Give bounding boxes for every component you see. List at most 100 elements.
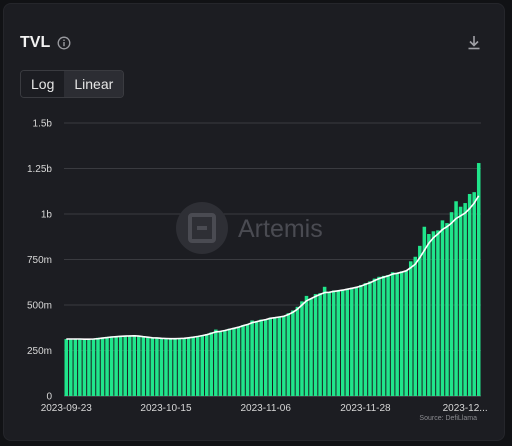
tvl-bar xyxy=(413,256,418,396)
tvl-bar xyxy=(363,283,368,396)
tvl-bar xyxy=(436,230,440,396)
tvl-bar xyxy=(345,288,350,396)
tvl-bar xyxy=(250,320,254,396)
tvl-bar xyxy=(377,276,381,396)
page-title: TVL xyxy=(20,34,51,51)
tvl-bar xyxy=(368,281,372,396)
tvl-bar xyxy=(268,317,273,396)
y-tick-label: 250m xyxy=(27,346,52,357)
tvl-bar xyxy=(381,275,386,396)
tvl-bar xyxy=(146,337,150,396)
x-tick-label: 2023-09-23 xyxy=(41,403,93,414)
tvl-bar xyxy=(105,336,109,396)
tvl-bar xyxy=(87,339,91,396)
download-icon[interactable] xyxy=(466,34,482,57)
tvl-bar xyxy=(336,290,340,396)
tvl-bar xyxy=(223,330,227,396)
tvl-bar xyxy=(109,336,114,396)
tvl-bar xyxy=(159,338,164,396)
tvl-bar xyxy=(404,270,408,396)
tvl-bar xyxy=(427,234,431,396)
tvl-bar xyxy=(118,335,123,396)
tvl-bar xyxy=(277,316,282,396)
tvl-bar xyxy=(78,339,82,396)
y-tick-label: 500m xyxy=(27,301,52,312)
tvl-bar xyxy=(91,338,96,396)
x-tick-label: 2023-10-15 xyxy=(140,403,192,414)
tvl-bar xyxy=(82,339,87,396)
tvl-bar xyxy=(127,335,132,396)
tvl-bar xyxy=(399,271,404,396)
tvl-bar xyxy=(422,226,427,396)
tvl-bar xyxy=(168,338,173,396)
y-tick-label: 750m xyxy=(27,255,52,266)
y-tick-label: 1.25b xyxy=(27,164,52,175)
toggle-log-button[interactable]: Log xyxy=(21,71,65,97)
tvl-bar xyxy=(114,336,118,396)
tvl-bar xyxy=(64,339,69,396)
tvl-bar xyxy=(73,339,78,396)
tvl-bar xyxy=(431,231,436,396)
tvl-bar xyxy=(327,292,331,396)
chart-header: TVL xyxy=(20,34,71,52)
tvl-bar xyxy=(69,339,73,396)
tvl-bar xyxy=(463,203,467,396)
tvl-bar xyxy=(100,337,105,396)
info-icon[interactable] xyxy=(57,36,71,50)
tvl-bar xyxy=(395,273,399,396)
tvl-bar xyxy=(236,326,241,396)
x-tick-label: 2023-11-28 xyxy=(340,403,391,414)
tvl-bar xyxy=(241,325,245,396)
tvl-bar xyxy=(191,336,195,396)
tvl-bar xyxy=(313,294,318,396)
tvl-bar xyxy=(390,272,395,396)
tvl-bar xyxy=(300,301,304,396)
scale-toggle: Log Linear xyxy=(20,70,125,98)
tvl-bar xyxy=(218,331,223,396)
tvl-bar xyxy=(96,337,100,396)
tvl-bar xyxy=(408,261,413,396)
x-axis-ticks: 2023-09-23 2023-10-15 2023-11-06 2023-11-28… xyxy=(41,403,488,414)
tvl-bar xyxy=(476,163,481,396)
tvl-bar xyxy=(295,306,300,396)
tvl-bar xyxy=(304,295,309,396)
tvl-bar xyxy=(209,332,214,396)
y-axis-ticks: 0 250m 500m 750m 1b 1.25b 1.5b xyxy=(27,119,52,403)
tvl-bar xyxy=(282,315,286,396)
x-tick-label: 2023-11-06 xyxy=(240,403,291,414)
y-tick-label: 1.5b xyxy=(33,119,53,130)
tvl-bar xyxy=(309,298,313,396)
tvl-bar xyxy=(182,338,186,396)
tvl-bar xyxy=(440,220,445,396)
tvl-bar xyxy=(259,319,263,396)
tvl-bar xyxy=(177,338,182,396)
tvl-bar xyxy=(350,287,354,396)
tvl-bar xyxy=(155,337,159,396)
tvl-bar xyxy=(372,278,377,396)
tvl-bar xyxy=(272,317,277,396)
tvl-bar xyxy=(318,293,322,396)
tvl-bar xyxy=(205,334,209,396)
artemis-logo-icon xyxy=(188,213,216,243)
tvl-bar xyxy=(173,338,177,396)
tvl-bar xyxy=(245,324,250,396)
tvl-bar xyxy=(418,245,422,396)
tvl-bar xyxy=(227,328,232,396)
tvl-bar xyxy=(386,274,390,396)
bars xyxy=(64,163,481,396)
toggle-linear-button[interactable]: Linear xyxy=(64,71,124,97)
tvl-bar xyxy=(472,192,476,396)
tvl-bar xyxy=(458,206,463,396)
y-tick-label: 1b xyxy=(41,210,53,221)
tvl-bar xyxy=(354,286,359,396)
tvl-bar xyxy=(454,201,458,396)
tvl-bar xyxy=(359,284,363,396)
tvl-bar xyxy=(286,313,291,396)
source-label: Source: DefiLlama xyxy=(419,415,477,422)
tvl-bar xyxy=(232,327,236,396)
tvl-bar xyxy=(141,336,146,396)
tvl-bar xyxy=(263,319,268,396)
watermark: Artemis xyxy=(176,202,323,254)
